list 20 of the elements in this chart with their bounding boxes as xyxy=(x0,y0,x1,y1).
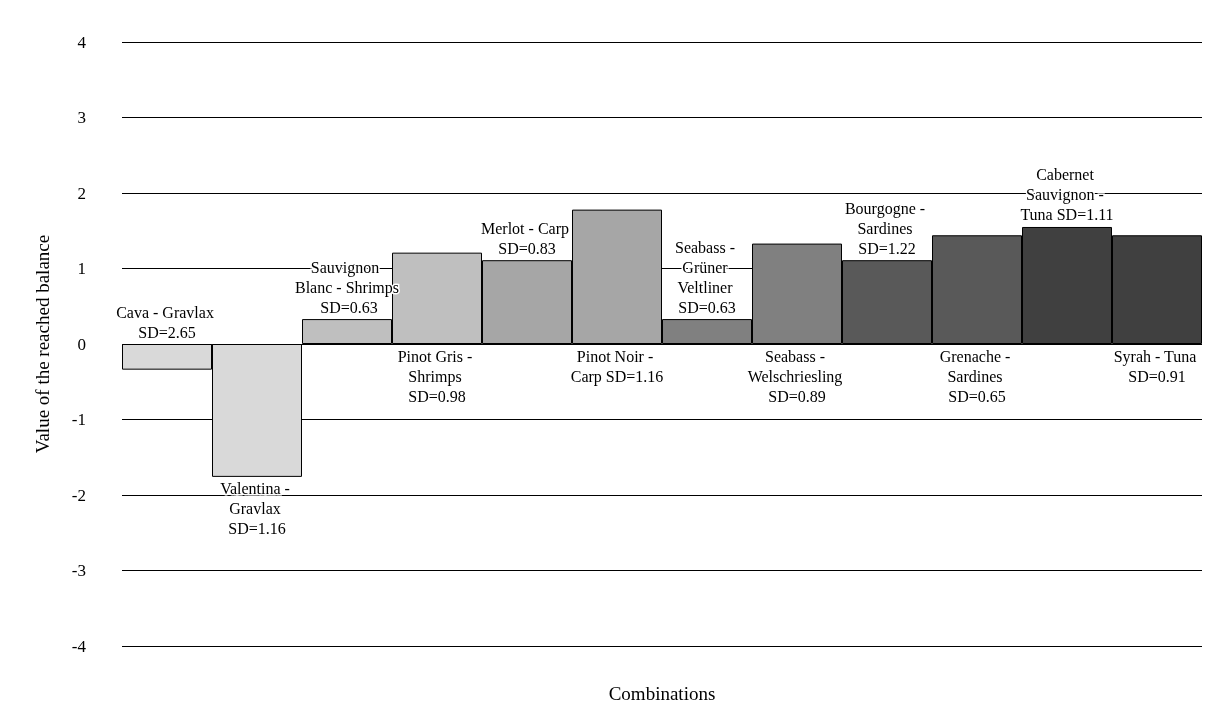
y-tick-label: 2 xyxy=(77,183,86,203)
y-tick-label: 3 xyxy=(77,108,86,127)
y-tick-label: -4 xyxy=(71,636,87,656)
y-tick-label: 0 xyxy=(77,334,86,354)
x-tick-label: Seabass - Welschriesling SD=0.89 xyxy=(747,347,847,405)
y-tick-label: -3 xyxy=(71,561,86,580)
x-tick-label: Merlot - Carp SD=0.83 xyxy=(481,219,573,257)
y-axis-title: Value of the reached balance xyxy=(32,234,53,454)
y-tick-label: 1 xyxy=(77,259,86,278)
x-tick-label: Cava - Gravlax SD=2.65 xyxy=(116,303,218,341)
x-tick-label: Pinot Noir - Carp SD=1.16 xyxy=(570,347,664,386)
y-tick-label: -2 xyxy=(71,485,86,505)
x-tick-label: Grenache - Sardines SD=0.65 xyxy=(939,347,1015,405)
x-tick-label: Bourgogne - Sardines SD=1.22 xyxy=(844,199,930,257)
y-tick-label: 4 xyxy=(77,32,87,52)
x-tick-label: Syrah - Tuna SD=0.91 xyxy=(1113,347,1201,385)
x-tick-label: Valentina - Gravlax SD=1.16 xyxy=(220,480,294,538)
y-tick-label: -1 xyxy=(71,410,86,429)
x-tick-label: Pinot Gris - Shrimps SD=0.98 xyxy=(397,347,477,405)
x-axis-title: Combinations xyxy=(608,683,716,704)
